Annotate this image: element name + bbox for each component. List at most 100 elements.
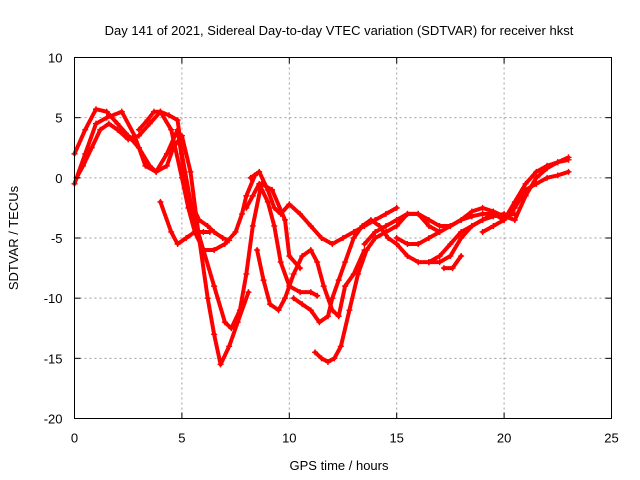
- data-point: [290, 271, 297, 278]
- series-sat-track-14: [440, 253, 465, 272]
- series-sat-track-5: [157, 198, 213, 248]
- data-point: [382, 210, 389, 217]
- x-tick-label: 5: [178, 431, 185, 446]
- data-point: [511, 198, 518, 205]
- data-point: [307, 289, 314, 296]
- data-point: [221, 319, 228, 326]
- data-point: [226, 343, 233, 350]
- data-point: [361, 241, 368, 248]
- data-point: [286, 253, 293, 260]
- data-point: [404, 241, 411, 248]
- data-point: [307, 222, 314, 229]
- data-point: [415, 210, 422, 217]
- data-point: [200, 247, 207, 254]
- data-point: [297, 210, 304, 217]
- data-point: [350, 235, 357, 241]
- data-point: [275, 307, 282, 314]
- series-trace: [244, 181, 320, 298]
- data-point: [314, 259, 321, 266]
- data-point: [436, 222, 443, 229]
- data-point: [266, 301, 273, 308]
- data-point: [501, 216, 508, 223]
- data-point: [168, 126, 175, 133]
- series-sat-track-13: [425, 168, 572, 266]
- data-point: [342, 283, 349, 290]
- data-point: [565, 168, 572, 175]
- data-point: [185, 204, 192, 211]
- data-point: [425, 235, 432, 241]
- data-point: [271, 204, 278, 211]
- data-point: [299, 253, 306, 260]
- y-tick-label: -20: [44, 412, 63, 427]
- series-sat-track-12: [393, 154, 572, 248]
- data-point: [146, 120, 153, 127]
- data-point: [211, 247, 218, 254]
- series-sat-track-4: [135, 108, 233, 244]
- data-point: [372, 235, 379, 241]
- data-point: [367, 216, 374, 223]
- data-point: [168, 228, 175, 235]
- series-trace: [362, 211, 442, 246]
- data-point: [307, 307, 314, 314]
- data-point: [211, 283, 218, 290]
- data-point: [226, 237, 233, 244]
- data-point: [196, 216, 203, 223]
- data-point: [286, 201, 293, 208]
- data-point: [449, 265, 456, 272]
- data-point: [490, 210, 497, 217]
- data-point: [271, 222, 278, 229]
- data-point: [318, 235, 325, 241]
- data-point: [256, 168, 263, 175]
- x-tick-label: 25: [604, 431, 618, 446]
- data-point: [425, 222, 432, 229]
- data-point: [346, 307, 353, 314]
- y-tick-label: 10: [48, 51, 62, 66]
- data-point: [544, 162, 551, 169]
- data-point: [221, 241, 228, 248]
- data-point: [163, 162, 170, 169]
- data-point: [150, 108, 157, 115]
- data-point: [211, 331, 218, 338]
- data-point: [458, 228, 465, 235]
- data-point: [249, 222, 256, 229]
- data-point: [183, 235, 190, 241]
- data-point: [299, 301, 306, 308]
- data-point: [479, 216, 486, 223]
- data-point: [80, 162, 87, 169]
- data-point: [135, 126, 142, 133]
- data-point: [256, 180, 263, 187]
- data-point: [415, 259, 422, 266]
- data-point: [533, 174, 540, 181]
- data-point: [393, 222, 400, 229]
- data-point: [533, 180, 540, 187]
- data-point: [153, 168, 160, 175]
- data-point: [232, 228, 239, 235]
- data-point: [372, 228, 379, 235]
- data-point: [92, 120, 99, 127]
- y-tick-label: 5: [55, 111, 62, 126]
- data-point: [157, 108, 164, 115]
- data-point: [282, 295, 289, 302]
- series-sat-track-3: [73, 108, 258, 254]
- data-point: [125, 136, 132, 143]
- data-series: [71, 106, 572, 368]
- data-point: [393, 216, 400, 223]
- data-point: [318, 355, 325, 362]
- data-point: [204, 295, 211, 302]
- data-point: [447, 253, 454, 260]
- data-point: [335, 313, 342, 320]
- data-point: [359, 222, 366, 229]
- series-sat-track-15: [479, 156, 572, 235]
- data-point: [118, 108, 125, 115]
- x-tick-label: 0: [71, 431, 78, 446]
- data-point: [264, 198, 271, 205]
- series-sat-track-7: [243, 180, 321, 299]
- data-point: [206, 228, 213, 235]
- data-point: [82, 126, 89, 133]
- data-point: [393, 235, 400, 241]
- data-point: [88, 144, 95, 151]
- y-tick-label: -15: [44, 351, 63, 366]
- data-point: [277, 259, 284, 266]
- data-point: [329, 241, 336, 248]
